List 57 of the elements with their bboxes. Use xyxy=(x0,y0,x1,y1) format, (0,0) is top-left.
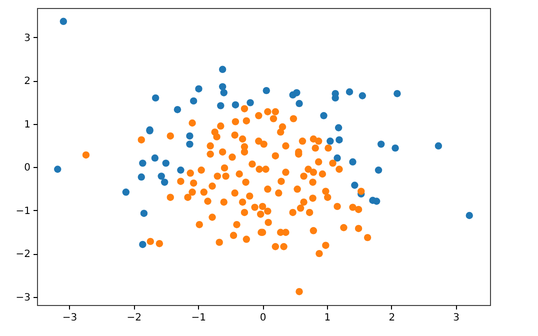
point xyxy=(262,86,270,94)
point xyxy=(190,97,198,105)
point xyxy=(220,89,228,96)
x-tick-label: −3 xyxy=(62,312,78,324)
point xyxy=(140,210,148,217)
y-tick-label: 3 xyxy=(24,32,30,44)
point xyxy=(377,140,385,148)
x-tick-label: 3 xyxy=(453,312,460,324)
point xyxy=(122,188,130,196)
point xyxy=(174,106,182,114)
point xyxy=(374,166,382,174)
y-tick-label: 2 xyxy=(24,76,30,88)
point xyxy=(336,136,343,144)
point xyxy=(60,18,68,25)
point xyxy=(218,66,226,73)
y-tick-label: 1 xyxy=(24,119,30,130)
point xyxy=(293,89,300,96)
x-tick-label: 0 xyxy=(260,312,266,324)
point xyxy=(349,158,356,166)
point xyxy=(351,182,358,189)
point xyxy=(392,144,399,152)
y-tick-label: −2 xyxy=(16,249,30,260)
point xyxy=(139,160,146,167)
point xyxy=(466,212,473,220)
y-tick-label: 0 xyxy=(24,162,30,174)
point xyxy=(139,240,146,248)
point xyxy=(334,154,341,162)
point xyxy=(160,178,168,186)
point xyxy=(326,138,334,145)
point xyxy=(334,124,342,132)
point xyxy=(151,154,159,162)
y-tick-label: −1 xyxy=(16,206,30,217)
point xyxy=(232,101,240,108)
point xyxy=(296,100,303,108)
point xyxy=(186,140,194,148)
point xyxy=(162,160,170,167)
point xyxy=(372,198,380,205)
x-tick-label: −1 xyxy=(191,312,206,324)
point xyxy=(434,142,442,150)
x-tick-label: −2 xyxy=(126,312,142,324)
x-tick-label: 2 xyxy=(388,312,396,324)
point xyxy=(152,94,160,102)
point xyxy=(195,85,202,92)
point xyxy=(158,172,165,180)
point xyxy=(320,112,328,120)
point xyxy=(138,173,145,181)
point xyxy=(394,90,401,98)
point xyxy=(346,88,354,96)
y-tick-label: −3 xyxy=(16,292,30,304)
point xyxy=(186,132,194,140)
point xyxy=(177,166,184,174)
x-tick-label: 1 xyxy=(324,312,331,324)
point xyxy=(218,83,226,90)
point xyxy=(54,166,62,173)
point xyxy=(246,99,254,106)
point xyxy=(217,102,224,110)
point xyxy=(358,92,366,100)
